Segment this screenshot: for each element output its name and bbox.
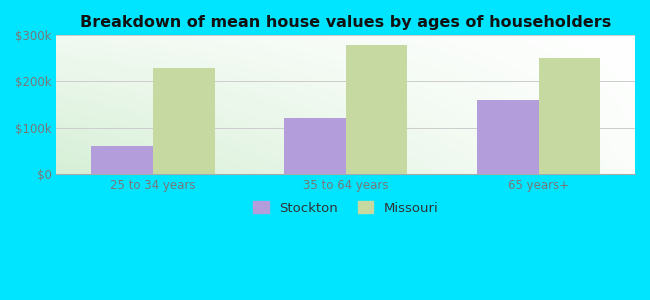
Bar: [91, 146, 153, 174]
Legend: Stockton, Missouri: Stockton, Missouri: [248, 196, 444, 220]
Bar: [153, 68, 215, 174]
Bar: [346, 45, 408, 174]
Bar: [477, 100, 539, 174]
Bar: [539, 58, 601, 174]
Title: Breakdown of mean house values by ages of householders: Breakdown of mean house values by ages o…: [80, 15, 612, 30]
Bar: [284, 118, 346, 174]
